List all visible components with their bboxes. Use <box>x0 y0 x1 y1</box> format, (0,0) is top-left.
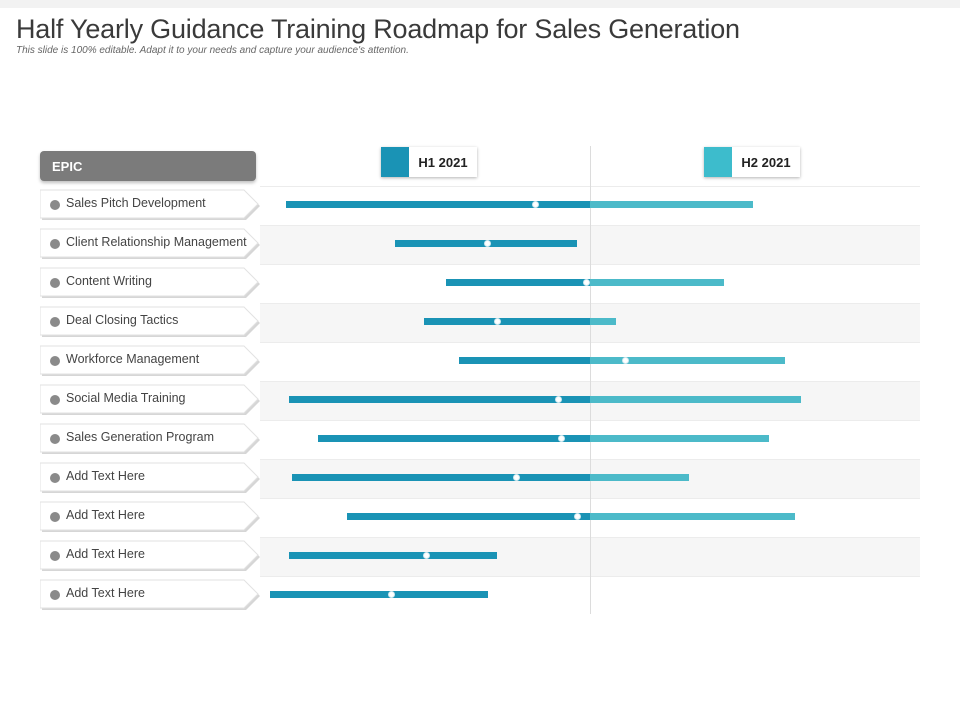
epic-item-dot-icon <box>50 317 60 327</box>
bar-h1-segment <box>318 435 590 442</box>
epic-item: Social Media Training <box>40 384 262 416</box>
progress-marker <box>557 435 565 442</box>
bar-h2-segment <box>590 435 770 442</box>
bar-h2-segment <box>590 513 795 520</box>
period-h1-text: H1 2021 <box>409 147 477 177</box>
epic-item-label: Workforce Management <box>66 352 200 366</box>
progress-marker <box>532 201 540 208</box>
epic-item-label: Add Text Here <box>66 547 145 561</box>
bar-h2-segment <box>590 474 690 481</box>
bar-h2-segment <box>590 396 802 403</box>
epic-item-dot-icon <box>50 590 60 600</box>
slide-title: Half Yearly Guidance Training Roadmap fo… <box>16 14 740 44</box>
epic-item-shape <box>40 462 260 493</box>
epic-header: EPIC <box>40 151 256 181</box>
epic-item-dot-icon <box>50 395 60 405</box>
progress-marker <box>573 513 581 520</box>
epic-item-shape <box>40 189 260 220</box>
epic-item: Deal Closing Tactics <box>40 306 262 338</box>
epic-item-shape <box>40 579 260 610</box>
period-h1-label: H1 2021 <box>381 147 477 177</box>
epic-item-label: Client Relationship Management <box>66 235 247 249</box>
epic-item: Content Writing <box>40 267 262 299</box>
progress-marker <box>484 240 492 247</box>
bar-h1-segment <box>423 318 590 325</box>
period-h2-swatch <box>704 147 732 177</box>
bar-h1-segment <box>292 474 590 481</box>
period-divider <box>590 146 591 614</box>
epic-item-shape <box>40 423 260 454</box>
progress-marker <box>621 357 629 364</box>
epic-item-shape <box>40 540 260 571</box>
period-h2-label: H2 2021 <box>704 147 800 177</box>
progress-marker <box>554 396 562 403</box>
bar-h1-segment <box>270 591 488 598</box>
epic-item-dot-icon <box>50 473 60 483</box>
epic-item-shape <box>40 501 260 532</box>
bar-h2-segment <box>590 201 754 208</box>
epic-item: Sales Generation Program <box>40 423 262 455</box>
epic-item: Add Text Here <box>40 579 262 611</box>
bar-h2-segment <box>590 279 725 286</box>
epic-item-shape <box>40 267 260 298</box>
bar-h2-segment <box>590 318 616 325</box>
slide-subtitle: This slide is 100% editable. Adapt it to… <box>16 45 409 56</box>
bar-h1-segment <box>289 552 498 559</box>
progress-marker <box>423 552 431 559</box>
epic-item-label: Social Media Training <box>66 391 186 405</box>
epic-item-label: Add Text Here <box>66 586 145 600</box>
epic-item-label: Add Text Here <box>66 508 145 522</box>
epic-item-label: Content Writing <box>66 274 152 288</box>
epic-item-dot-icon <box>50 239 60 249</box>
epic-item-label: Sales Generation Program <box>66 430 214 444</box>
progress-marker <box>493 318 501 325</box>
period-h2-text: H2 2021 <box>732 147 800 177</box>
epic-item: Add Text Here <box>40 501 262 533</box>
top-strip <box>0 0 960 8</box>
epic-item: Sales Pitch Development <box>40 189 262 221</box>
epic-item-shape <box>40 306 260 337</box>
epic-item-shape <box>40 345 260 376</box>
epic-item-dot-icon <box>50 551 60 561</box>
epic-item-label: Deal Closing Tactics <box>66 313 179 327</box>
epic-item-dot-icon <box>50 512 60 522</box>
epic-item-dot-icon <box>50 278 60 288</box>
epic-item-dot-icon <box>50 356 60 366</box>
period-h1-swatch <box>381 147 409 177</box>
epic-item-shape <box>40 228 260 259</box>
epic-item-label: Sales Pitch Development <box>66 196 206 210</box>
bar-h1-segment <box>286 201 590 208</box>
progress-marker <box>512 474 520 481</box>
epic-item: Client Relationship Management <box>40 228 262 260</box>
bar-h1-segment <box>346 513 590 520</box>
epic-item: Add Text Here <box>40 462 262 494</box>
bar-h2-segment <box>590 357 786 364</box>
epic-item-label: Add Text Here <box>66 469 145 483</box>
epic-item-shape <box>40 384 260 415</box>
epic-item-dot-icon <box>50 434 60 444</box>
epic-item-dot-icon <box>50 200 60 210</box>
progress-marker <box>583 279 591 286</box>
progress-marker <box>388 591 396 598</box>
epic-item: Add Text Here <box>40 540 262 572</box>
epic-item: Workforce Management <box>40 345 262 377</box>
bar-h1-segment <box>446 279 590 286</box>
bar-h1-segment <box>458 357 590 364</box>
bar-h1-segment <box>289 396 590 403</box>
